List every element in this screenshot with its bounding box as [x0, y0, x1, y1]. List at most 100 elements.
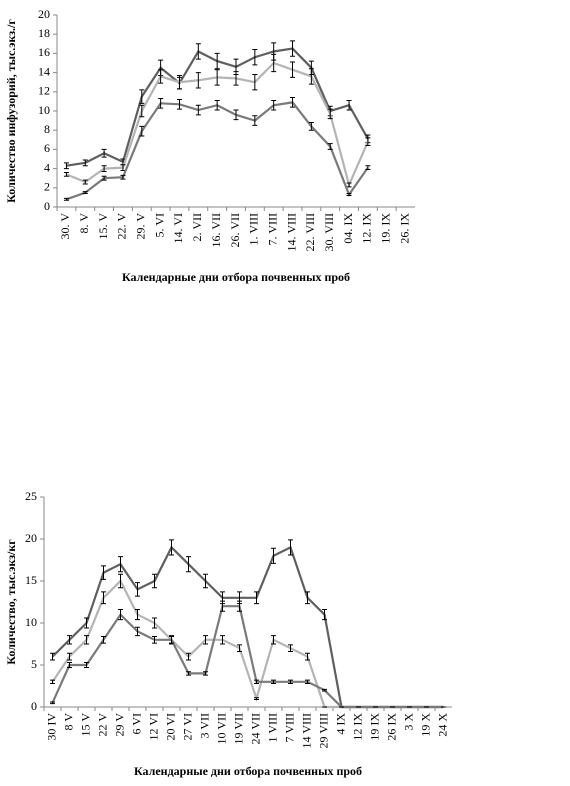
x-tick-label: 16. VII — [209, 213, 223, 247]
error-bar — [288, 644, 293, 653]
y-tick-label: 0 — [44, 199, 50, 213]
error-bar — [252, 49, 258, 66]
error-bar — [271, 635, 276, 645]
x-tick-label: 8 V — [61, 713, 75, 731]
x-tick-label: 19 VII — [231, 713, 245, 744]
y-axis-title: Количество инфузорий, тыс.экз./г — [4, 19, 18, 203]
error-bar — [67, 661, 72, 669]
error-bar — [118, 609, 123, 621]
error-bar — [50, 652, 55, 661]
error-bar — [220, 600, 225, 612]
error-bar — [346, 99, 352, 111]
error-bar — [82, 159, 88, 167]
x-tick-label: 29 VIII — [316, 713, 330, 748]
error-bar — [158, 98, 164, 109]
error-bar — [290, 61, 296, 78]
error-bar — [158, 69, 164, 84]
error-bar — [271, 547, 276, 564]
y-tick-label: 0 — [31, 699, 37, 713]
x-tick-label: 3 X — [401, 713, 415, 731]
y-tick-label: 6 — [44, 141, 50, 155]
error-bar — [152, 573, 157, 589]
x-tick-label: 30 IV — [44, 713, 58, 741]
error-bar — [118, 556, 123, 573]
error-bar — [308, 68, 314, 85]
error-bar — [101, 591, 106, 605]
error-bar — [84, 635, 89, 645]
series-line — [51, 605, 444, 709]
x-tick-label: 14 VIII — [299, 713, 313, 748]
x-tick-label: 22 V — [95, 713, 109, 737]
error-bar — [233, 71, 239, 86]
x-tick-label: 7 VIII — [282, 713, 296, 742]
error-bar — [290, 97, 296, 108]
x-tick-label: 29 V — [112, 713, 126, 737]
x-tick-label: 30. V — [58, 213, 72, 240]
error-bar — [118, 573, 123, 589]
error-bar — [237, 644, 242, 653]
error-bar — [195, 43, 201, 60]
x-tick-label: 24 X — [435, 713, 449, 737]
error-bar — [135, 609, 140, 621]
error-bar — [305, 591, 310, 605]
error-bar — [176, 74, 182, 90]
y-tick-label: 15 — [25, 573, 37, 587]
error-bar — [237, 600, 242, 612]
x-tick-label: 27 VI — [180, 713, 194, 740]
error-bar — [152, 617, 157, 629]
x-tick-label: 20 VI — [163, 713, 177, 740]
error-bar — [84, 661, 89, 669]
x-tick-label: 10 VII — [214, 713, 228, 744]
x-tick-label: 4 IX — [333, 713, 347, 735]
error-bar — [322, 688, 327, 692]
error-bar — [288, 539, 293, 556]
error-bar — [82, 179, 88, 185]
error-bar — [203, 573, 208, 589]
error-bar — [271, 53, 277, 73]
error-bar — [67, 635, 72, 645]
error-bar — [252, 74, 258, 91]
error-bar — [186, 671, 191, 676]
y-tick-label: 2 — [44, 180, 50, 194]
error-bar — [120, 174, 126, 180]
y-tick-label: 25 — [25, 489, 37, 503]
x-tick-label: 19 IX — [367, 713, 381, 741]
error-bar — [135, 626, 140, 637]
x-tick-label: 26. VII — [228, 213, 242, 247]
x-tick-label: 26. IX — [397, 213, 411, 244]
y-tick-label: 20 — [38, 7, 50, 21]
y-tick-label: 5 — [31, 657, 37, 671]
y-tick-label: 10 — [25, 615, 37, 629]
x-tick-label: 22. VIII — [303, 213, 317, 251]
x-tick-label: 2. VII — [190, 213, 204, 241]
error-bar — [327, 143, 333, 150]
error-bar — [139, 125, 145, 137]
y-tick-label: 20 — [25, 531, 37, 545]
x-tick-label: 22. V — [115, 213, 129, 240]
x-tick-label: 14. VI — [171, 213, 185, 243]
error-bar — [271, 679, 276, 684]
error-bar — [252, 115, 258, 126]
x-tick-label: 15. V — [96, 213, 110, 240]
error-bar — [186, 652, 191, 661]
x-tick-label: 29. V — [134, 213, 148, 240]
error-bar — [84, 617, 89, 629]
error-bar — [63, 171, 69, 177]
error-bar — [308, 122, 314, 131]
x-tick-label: 12. IX — [360, 213, 374, 244]
series-line — [66, 101, 369, 201]
x-tick-label: 26 IX — [384, 713, 398, 741]
error-bar — [327, 108, 333, 120]
error-bar — [135, 582, 140, 597]
y-tick-label: 14 — [38, 64, 50, 78]
error-bar — [139, 104, 145, 118]
error-bar — [101, 175, 107, 181]
y-tick-label: 18 — [38, 26, 50, 40]
error-bar — [101, 565, 106, 580]
error-bar — [254, 591, 259, 605]
x-tick-label: 1. VIII — [247, 213, 261, 245]
error-bar — [195, 104, 201, 116]
x-tick-label: 19 X — [418, 713, 432, 737]
